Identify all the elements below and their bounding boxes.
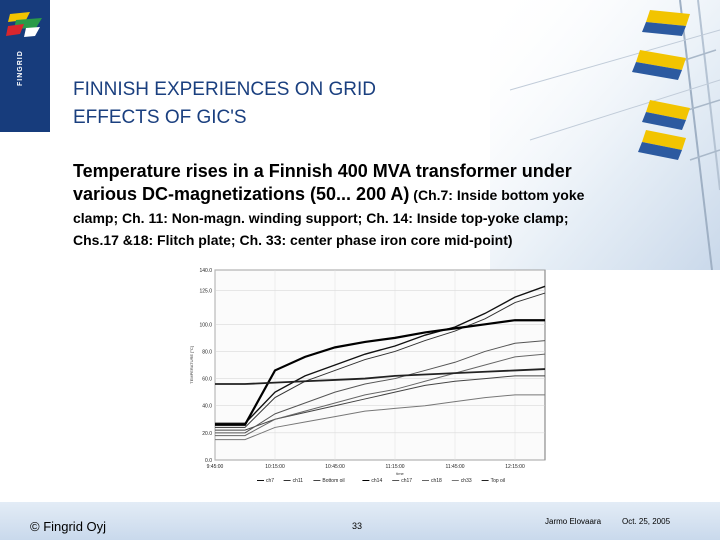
chart-legend-label: Top oil	[491, 478, 505, 484]
description-line-2-small: (Ch.7: Inside bottom yoke	[409, 187, 585, 203]
chart-xtick-label: 10:45:00	[325, 464, 345, 470]
chart-ytick-label: 125.0	[199, 288, 212, 294]
presentation-date: Oct. 25, 2005	[622, 517, 671, 526]
chart-ytick-label: 80.0	[202, 349, 212, 355]
fingrid-logo-icon	[6, 12, 42, 37]
description-line-1: Temperature rises in a Finnish 400 MVA t…	[73, 161, 572, 181]
chart-plot-area	[214, 269, 546, 461]
page-number: 33	[352, 521, 363, 531]
description-line-3: clamp; Ch. 11: Non-magn. winding support…	[73, 210, 569, 226]
chart-xtick-label: 12:15:00	[505, 464, 525, 470]
chart-xtick-label: 11:45:00	[445, 464, 464, 470]
footer: © Fingrid Oyj 33 Jarmo Elovaara Oct. 25,…	[0, 502, 720, 540]
chart-xtick-label: 10:15:00	[265, 464, 285, 470]
brand-wordmark: FINGRID	[17, 50, 24, 86]
chart-ytick-label: 20.0	[202, 431, 212, 437]
chart-legend-label: ch14	[371, 478, 382, 484]
chart-series-line-6	[215, 394, 545, 441]
chart-legend-label: ch33	[461, 478, 472, 484]
chart-xaxis-label: time	[396, 471, 404, 476]
chart-series-line-0	[215, 285, 546, 425]
chart-series-line-7	[215, 368, 546, 385]
chart-ytick-label: 100.0	[199, 322, 212, 328]
chart-xtick-label: 9:45:00	[207, 464, 224, 470]
chart-xtick-label: 11:15:00	[385, 464, 404, 470]
chart-series-line-5	[215, 353, 546, 437]
chart-series-line-3	[215, 319, 545, 426]
chart-legend-label: Bottom oil	[322, 478, 344, 484]
chart-series-line-2	[215, 375, 545, 431]
chart-ytick-label: 40.0	[202, 404, 212, 410]
brand-bar: FINGRID	[0, 0, 50, 132]
power-tower-graphic-icon	[490, 0, 720, 270]
chart-legend-label: ch17	[401, 478, 412, 484]
page-title: FINNISH EXPERIENCES ON GRID EFFECTS OF G…	[73, 76, 493, 132]
chart-ytick-label: 140.0	[199, 268, 212, 274]
chart-legend-label: ch11	[293, 478, 304, 484]
description-line-2: various DC-magnetizations (50... 200 A) …	[73, 182, 673, 207]
title-line-2: EFFECTS OF GIC'S	[73, 107, 247, 128]
title-line-1: FINNISH EXPERIENCES ON GRID	[73, 79, 376, 100]
description: Temperature rises in a Finnish 400 MVA t…	[73, 160, 673, 251]
description-line-4: Chs.17 &18: Flitch plate; Ch. 33: center…	[73, 232, 513, 248]
chart-svg: 140.0 125.0 100.0 80.0 60.0 40.0 20.0 0.09:45:0…	[189, 268, 546, 484]
author-name: Jarmo Elovaara	[545, 517, 602, 526]
copyright-text: © Fingrid Oyj	[30, 519, 107, 534]
chart-series-line-4	[215, 340, 546, 434]
chart-ytick-label: 0.0	[205, 458, 212, 464]
chart-legend-label: ch7	[266, 478, 274, 484]
chart-legend-label: ch18	[431, 478, 442, 484]
temperature-chart: 140.0 125.0 100.0 80.0 60.0 40.0 20.0 0.0 9:45:0…	[185, 262, 565, 500]
description-line-2-main: various DC-magnetizations (50... 200 A)	[73, 184, 410, 204]
chart-ytick-label: 60.0	[202, 377, 212, 383]
chart-yaxis-label: TEMPERATURE [°C]	[189, 346, 194, 384]
chart-series-line-1	[215, 292, 546, 428]
